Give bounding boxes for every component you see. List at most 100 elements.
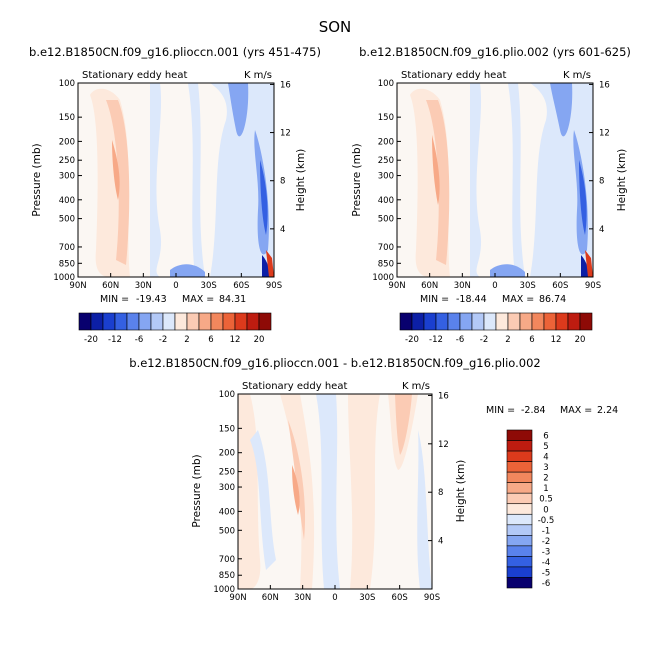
y-right-tick-label: 16	[280, 80, 291, 90]
colorbar-swatch	[102, 312, 116, 331]
y-ticks: 100 150 200 250 300 400 500 700 850 1000	[213, 390, 242, 595]
colorbar-swatch	[138, 312, 152, 331]
colorbar-swatch	[495, 312, 509, 331]
colorbar-swatch	[506, 482, 533, 494]
x-ticks: 90N 60N 30N 0 30S 60S 90S	[229, 585, 440, 603]
panel-difference: b.e12.B1850CN.f09_g16.plioccn.001 - b.e1…	[129, 356, 618, 603]
x-tick-label: 90N	[388, 281, 405, 291]
y-right-tick-label: 8	[280, 177, 285, 187]
colorbar-label: 6	[529, 335, 534, 345]
season-title: SON	[319, 18, 352, 36]
colorbar-swatch	[506, 524, 533, 536]
x-tick-label: 0	[173, 281, 178, 291]
x-ticks: 90N 60N 30N 0 30S 60S 90S	[69, 273, 282, 291]
colorbar-label: 20	[575, 335, 586, 345]
y-ticks-right: 16 12 8 4	[270, 80, 291, 235]
y-tick-label: 100	[219, 390, 235, 400]
y-tick-label: 200	[378, 137, 394, 147]
colorbar-swatch	[506, 440, 533, 452]
colorbar-swatch	[114, 312, 128, 331]
y-tick-label: 150	[219, 424, 235, 434]
colorbar-swatch	[506, 450, 533, 462]
colorbar-label: -20	[405, 335, 419, 345]
colorbar-label: 20	[254, 335, 265, 345]
y-tick-label: 150	[378, 113, 394, 123]
colorbar-swatch	[222, 312, 236, 331]
y-tick-label: 100	[378, 79, 394, 89]
colorbar-label: -20	[84, 335, 98, 345]
y-right-tick-label: 12	[599, 129, 610, 139]
y-tick-label: 100	[59, 79, 75, 89]
y-right-tick-label: 8	[599, 177, 604, 187]
min-value: -18.44	[456, 294, 487, 305]
max-value: 84.31	[219, 294, 246, 305]
y-tick-label: 250	[378, 156, 394, 166]
y-right-tick-label: 4	[599, 225, 604, 235]
y-tick-label: 200	[219, 449, 235, 459]
colorbar-swatch	[506, 492, 533, 505]
max-label: MAX =	[182, 294, 214, 305]
x-tick-label: 60N	[102, 281, 119, 291]
y-right-tick-label: 8	[438, 488, 443, 498]
colorbar-swatch	[507, 312, 521, 331]
colorbar-swatch	[506, 566, 533, 578]
colorbar-label: -3	[542, 547, 550, 557]
colorbar-swatch	[246, 312, 260, 331]
y-tick-label: 300	[219, 483, 235, 493]
panel-title: b.e12.B1850CN.f09_g16.plioccn.001 - b.e1…	[129, 356, 540, 370]
colorbar-swatch	[483, 312, 497, 331]
colorbar-label: -6	[135, 335, 143, 345]
colorbar-label: -1	[542, 526, 550, 536]
colorbar-label: -4	[542, 558, 550, 568]
panel-plio: b.e12.B1850CN.f09_g16.plio.002 (yrs 601-…	[351, 45, 631, 345]
min-label: MIN =	[486, 405, 515, 416]
y-tick-label: 700	[59, 243, 75, 253]
colorbar-label: 1	[543, 484, 548, 494]
colorbar-label: -0.5	[538, 516, 555, 526]
colorbar-swatch	[506, 535, 533, 547]
colorbar-label: -2	[480, 335, 488, 345]
colorbar-label: 6	[543, 432, 548, 442]
plot-area	[77, 82, 275, 278]
min-max: MIN = -2.84 MAX = 2.24	[486, 405, 618, 416]
min-label: MIN =	[100, 294, 129, 305]
x-tick-label: 60S	[233, 281, 249, 291]
max-label: MAX =	[502, 294, 534, 305]
x-tick-label: 0	[492, 281, 497, 291]
y-tick-label: 150	[59, 113, 75, 123]
colorbar-swatch	[78, 312, 92, 331]
y-ticks-right: 16 12 8 4	[589, 80, 610, 235]
colorbar-swatch	[423, 312, 437, 331]
y-right-tick-label: 4	[438, 537, 443, 547]
colorbar-swatch	[399, 312, 413, 331]
max-label: MAX =	[560, 405, 592, 416]
colorbar-swatch	[506, 556, 533, 568]
panel-title: b.e12.B1850CN.f09_g16.plio.002 (yrs 601-…	[359, 45, 631, 59]
x-tick-label: 90S	[424, 593, 440, 603]
colorbar-swatch	[506, 503, 533, 515]
y-tick-label: 300	[378, 172, 394, 182]
y-tick-label: 400	[59, 196, 75, 206]
colorbar-label: -12	[108, 335, 122, 345]
inner-right-label: K m/s	[563, 70, 591, 81]
min-max: MIN = -19.43 MAX = 84.31	[100, 294, 246, 305]
y-tick-label: 500	[59, 215, 75, 225]
colorbar-label: -6	[542, 579, 550, 589]
inner-left-label: Stationary eddy heat	[242, 381, 347, 392]
max-value: 86.74	[539, 294, 566, 305]
colorbar-swatch	[506, 545, 533, 557]
colorbar-swatch	[234, 312, 248, 331]
colorbar-label: 2	[505, 335, 510, 345]
y-axis-label-right: Height (km)	[455, 460, 467, 523]
y-tick-label: 700	[219, 555, 235, 565]
y-right-tick-label: 12	[280, 129, 291, 139]
x-tick-label: 60N	[262, 593, 279, 603]
colorbar-swatch	[506, 429, 533, 441]
y-tick-label: 300	[59, 172, 75, 182]
colorbar-label: 3	[543, 463, 548, 473]
min-value: -19.43	[136, 294, 167, 305]
y-axis-label: Pressure (mb)	[31, 143, 43, 216]
x-tick-label: 30N	[135, 281, 152, 291]
inner-right-label: K m/s	[244, 70, 272, 81]
